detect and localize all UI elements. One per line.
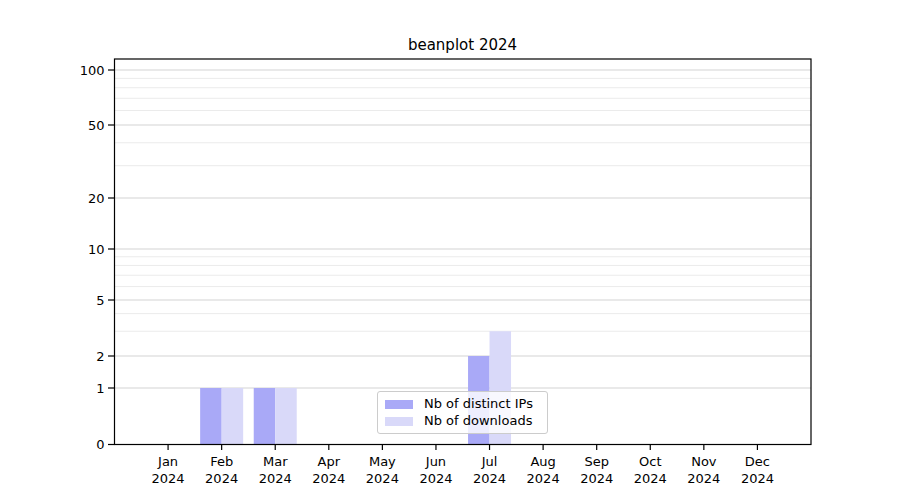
x-tick-label-month: Jan <box>157 454 178 469</box>
legend-swatch-downloads <box>385 417 413 426</box>
y-tick-label: 20 <box>88 191 105 206</box>
bar-feb-distinct-ips <box>200 388 222 445</box>
x-tick-label-year: 2024 <box>312 471 345 486</box>
legend-label-distinct-ips: Nb of distinct IPs <box>424 396 533 412</box>
x-tick-label-month: Nov <box>691 454 717 469</box>
x-tick-label-year: 2024 <box>634 471 667 486</box>
x-tick-label-year: 2024 <box>152 471 185 486</box>
x-tick-label-month: Dec <box>745 454 770 469</box>
chart-canvas: beanplot 2024 0125102050100Jan2024Feb202… <box>0 0 900 500</box>
x-tick-label-month: Oct <box>639 454 661 469</box>
y-tick-label: 0 <box>96 437 104 452</box>
bar-feb-downloads <box>222 388 244 445</box>
x-tick-label-year: 2024 <box>205 471 238 486</box>
legend: Nb of distinct IPs Nb of downloads <box>377 391 548 434</box>
y-tick-label: 100 <box>80 63 105 78</box>
x-tick-label-month: Mar <box>263 454 288 469</box>
x-tick-label-year: 2024 <box>527 471 560 486</box>
y-tick-label: 10 <box>88 242 105 257</box>
legend-item-downloads: Nb of downloads <box>385 413 540 429</box>
x-tick-label-year: 2024 <box>419 471 452 486</box>
x-tick-label-month: Jun <box>425 454 446 469</box>
bar-mar-downloads <box>275 388 297 445</box>
x-tick-label-year: 2024 <box>687 471 720 486</box>
plot-frame <box>115 59 812 445</box>
y-tick-label: 1 <box>96 381 104 396</box>
y-tick-label: 50 <box>88 118 105 133</box>
y-tick-label: 2 <box>96 349 104 364</box>
legend-label-downloads: Nb of downloads <box>424 413 532 429</box>
bar-mar-distinct-ips <box>254 388 276 445</box>
x-tick-label-month: May <box>369 454 396 469</box>
x-tick-label-month: Feb <box>210 454 233 469</box>
x-tick-label-year: 2024 <box>741 471 774 486</box>
x-tick-label-year: 2024 <box>259 471 292 486</box>
x-tick-label-month: Sep <box>584 454 609 469</box>
x-tick-label-year: 2024 <box>473 471 506 486</box>
x-tick-label-year: 2024 <box>580 471 613 486</box>
x-tick-label-month: Jul <box>481 454 498 469</box>
y-tick-label: 5 <box>96 293 104 308</box>
legend-swatch-distinct-ips <box>385 400 413 409</box>
x-tick-label-year: 2024 <box>366 471 399 486</box>
x-tick-label-month: Apr <box>318 454 341 469</box>
legend-item-distinct-ips: Nb of distinct IPs <box>385 396 540 412</box>
x-tick-label-month: Aug <box>530 454 555 469</box>
